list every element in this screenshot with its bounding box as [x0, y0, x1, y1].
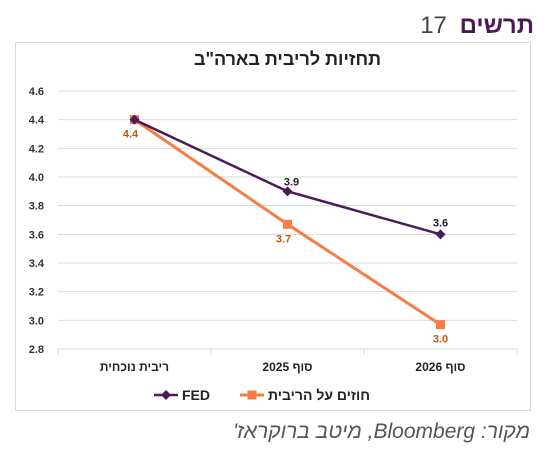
- y-tick-label: 3.6: [29, 229, 44, 241]
- legend-label-fed: FED: [182, 387, 210, 403]
- x-category-label: סוף 2025: [262, 360, 312, 374]
- y-tick-label: 3.0: [29, 315, 44, 327]
- x-category-label: ריבית נוכחית: [100, 360, 169, 374]
- source-note: מקור: Bloomberg, מיטב ברוקראז': [233, 420, 530, 443]
- data-label: 3.7: [276, 233, 291, 245]
- data-label: 3.9: [284, 176, 299, 188]
- chart-title: תחזיות לריבית בארה"ב: [194, 49, 381, 69]
- y-tick-label: 4.2: [29, 143, 44, 155]
- legend-marker-fed: [161, 390, 171, 400]
- legend-marker-futures: [247, 390, 257, 400]
- y-tick-label: 3.8: [29, 201, 44, 213]
- data-point: [129, 114, 140, 125]
- data-point: [436, 320, 445, 330]
- y-tick-label: 2.8: [29, 344, 44, 356]
- data-label: 4.4: [123, 129, 139, 141]
- y-tick-label: 3.4: [29, 258, 45, 270]
- figure-label: תרשים: [459, 12, 534, 39]
- y-tick-label: 3.2: [29, 287, 44, 299]
- data-point: [282, 186, 293, 197]
- legend-label-futures: חוזים על הריבית: [268, 387, 370, 403]
- y-tick-label: 4.0: [29, 172, 44, 184]
- line-chart: תחזיות לריבית בארה"ב 2.8 3.0 3.2 3.4 3.6 3.8 4.…: [29, 49, 518, 403]
- x-category-label: סוף 2026: [415, 360, 465, 374]
- figure-heading: תרשים 17: [420, 12, 534, 40]
- data-point: [283, 219, 292, 229]
- data-point: [435, 229, 446, 240]
- figure-number: 17: [420, 12, 447, 39]
- data-label: 3.6: [433, 217, 448, 229]
- data-label: 3.0: [433, 334, 448, 346]
- chart-frame: תחזיות לריבית בארה"ב 2.8 3.0 3.2 3.4 3.6 3.8 4.…: [15, 42, 531, 411]
- y-tick-label: 4.6: [29, 86, 44, 98]
- y-tick-label: 4.4: [29, 115, 45, 127]
